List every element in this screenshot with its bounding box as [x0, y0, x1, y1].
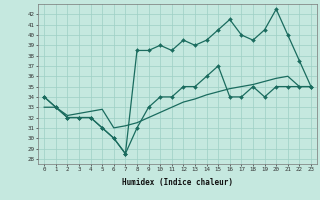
X-axis label: Humidex (Indice chaleur): Humidex (Indice chaleur): [122, 178, 233, 187]
